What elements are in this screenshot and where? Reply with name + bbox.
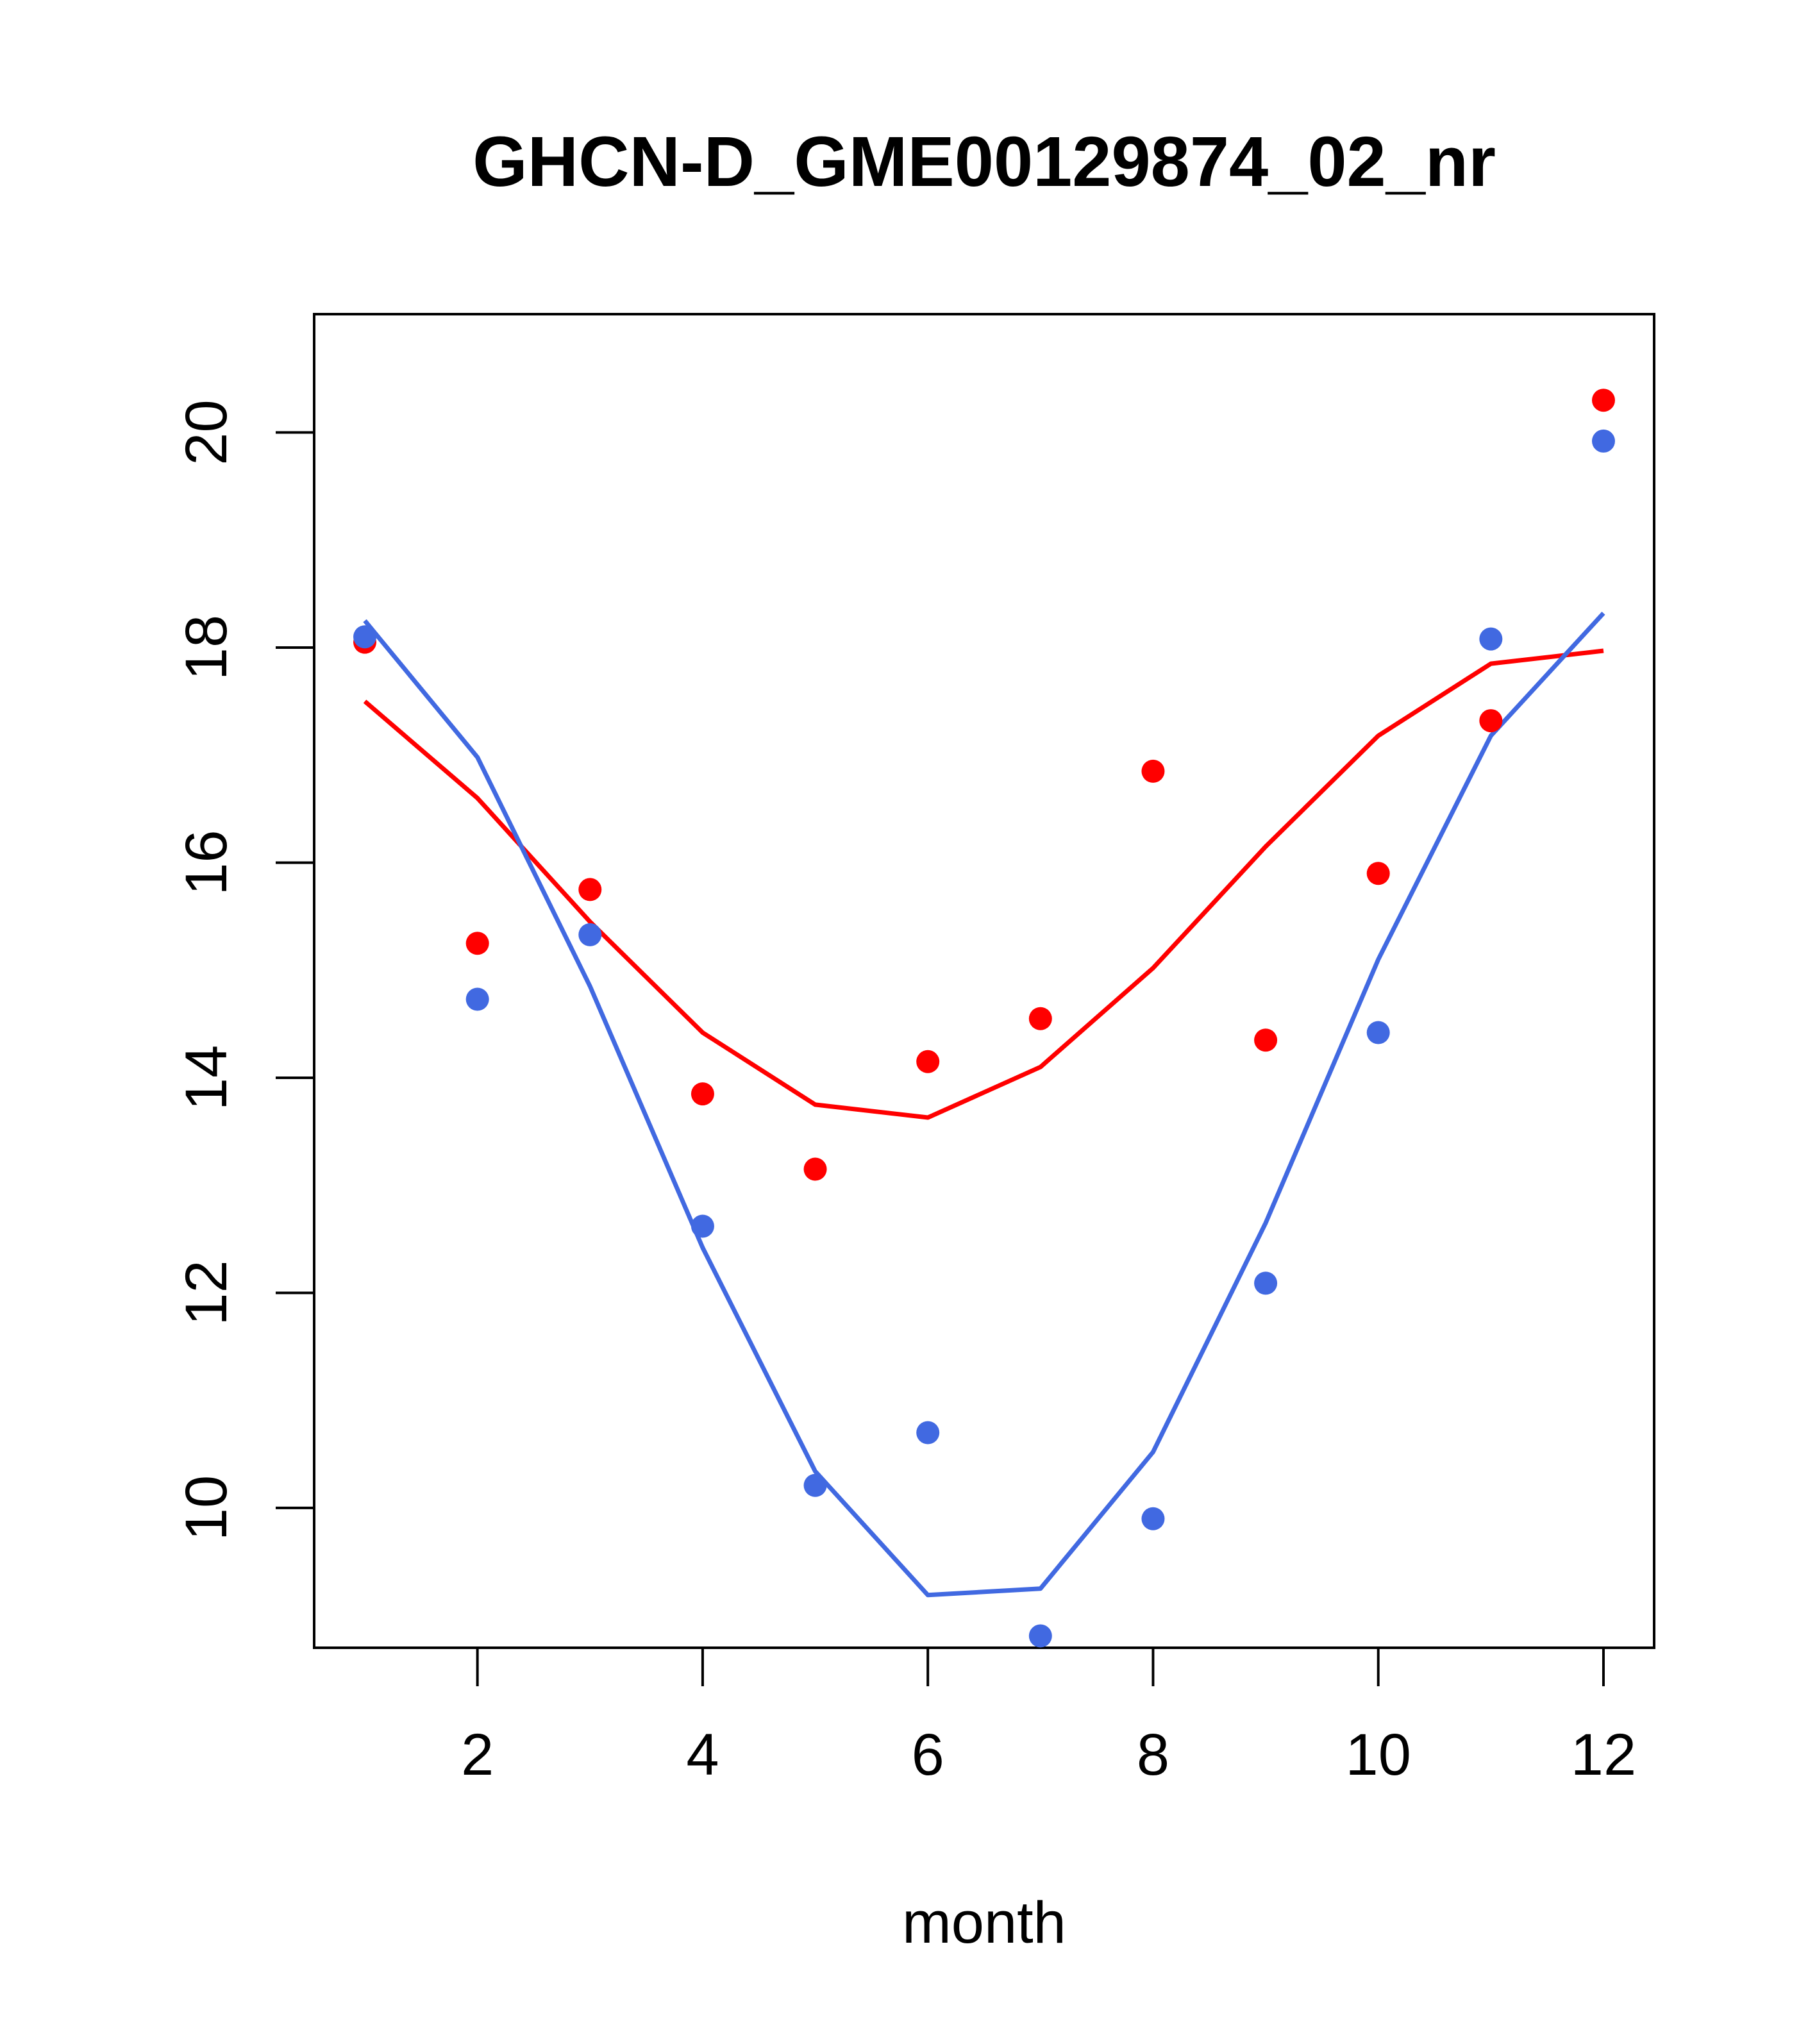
y-tick-label: 20	[174, 399, 239, 465]
blue-point-point	[1141, 1507, 1165, 1530]
series-lines	[363, 611, 1605, 1598]
red-point-point	[1479, 709, 1503, 733]
y-tick-label: 16	[174, 830, 239, 895]
red-point-point	[1254, 1028, 1278, 1052]
x-tick-label: 4	[686, 1722, 719, 1788]
chart-title: GHCN-D_GME00129874_02_nr	[473, 122, 1496, 201]
x-tick-label: 10	[1346, 1722, 1411, 1788]
red-point-point	[1591, 389, 1615, 412]
blue-point-point	[916, 1421, 940, 1445]
y-axis: 10 12 14 16 18 20	[174, 399, 314, 1541]
red-point-point	[691, 1082, 714, 1106]
blue-point-point	[465, 987, 489, 1011]
red-point-point	[578, 878, 602, 901]
red-point-point	[1028, 1007, 1052, 1030]
blue-point-point	[1366, 1021, 1390, 1044]
red-line	[363, 648, 1604, 1120]
blue-point-point	[691, 1214, 714, 1238]
red-point-point	[1141, 759, 1165, 783]
plot-frame	[313, 313, 1655, 1649]
y-tick-label: 18	[174, 615, 239, 680]
series-points	[353, 389, 1615, 1648]
x-axis: 2 4 6 8 10 12	[461, 1648, 1636, 1788]
blue-point-point	[1479, 627, 1503, 651]
red-point-point	[916, 1050, 940, 1073]
blue-point-point	[578, 923, 602, 946]
red-point-point	[465, 932, 489, 955]
blue-point-point	[1254, 1271, 1278, 1295]
blue-point-point	[353, 625, 377, 649]
blue-point-point	[803, 1473, 827, 1497]
y-tick-label: 10	[174, 1475, 239, 1541]
blue-point-point	[1591, 429, 1615, 453]
x-tick-label: 6	[912, 1722, 944, 1788]
x-tick-label: 12	[1571, 1722, 1636, 1788]
red-point-point	[803, 1157, 827, 1181]
x-axis-label: month	[902, 1890, 1066, 1956]
red-point-point	[1366, 862, 1390, 885]
y-tick-label: 12	[174, 1260, 239, 1325]
blue-point-point	[1028, 1624, 1052, 1648]
y-tick-label: 14	[174, 1045, 239, 1110]
x-tick-label: 8	[1137, 1722, 1169, 1788]
x-tick-label: 2	[461, 1722, 494, 1788]
blue-line	[363, 611, 1605, 1598]
